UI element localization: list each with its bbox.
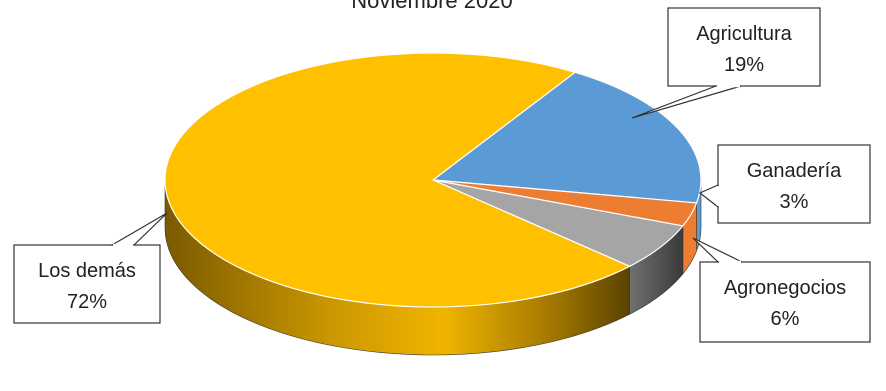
callout-box: [700, 262, 870, 342]
callout-pointer: [632, 86, 741, 118]
slice-value-label: 72%: [67, 291, 107, 313]
callout-agricultura: Agricultura 19%: [632, 8, 820, 118]
slice-label: Agronegocios: [724, 277, 846, 299]
slice-label: Agricultura: [696, 23, 792, 45]
callout-ganaderia: Ganadería 3%: [700, 145, 870, 223]
slice-value-label: 3%: [780, 191, 809, 213]
slice-label: Los demás: [38, 260, 136, 282]
slice-value-label: 6%: [771, 308, 800, 330]
pie-slices: [165, 53, 701, 307]
callout-agronegocios: Agronegocios 6%: [693, 238, 870, 342]
callout-pointer: [693, 238, 742, 262]
chart-title: Noviembre 2020: [351, 0, 512, 13]
callout-pointer: [700, 185, 718, 207]
slice-label: Ganadería: [747, 160, 842, 182]
callout-los-demas: Los demás 72%: [14, 213, 167, 323]
callout-pointer: [112, 213, 167, 245]
slice-value-label: 19%: [724, 54, 764, 76]
